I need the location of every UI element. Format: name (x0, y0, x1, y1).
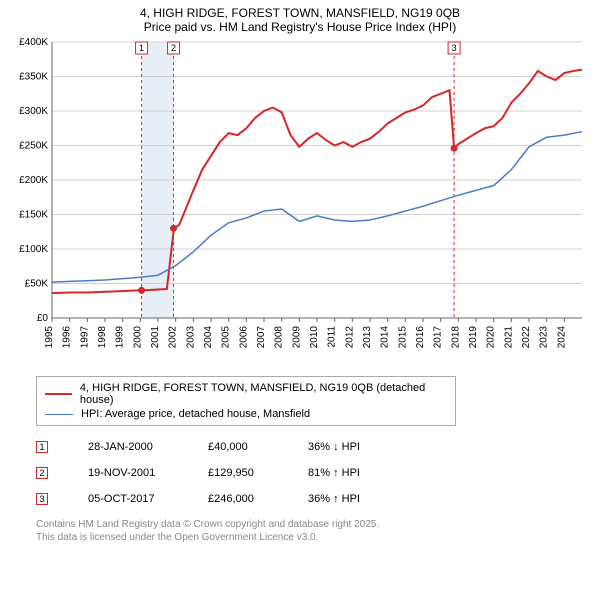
x-tick-label: 2018 (450, 326, 461, 349)
transaction-price: £246,000 (208, 493, 308, 505)
x-tick-label: 1999 (115, 326, 126, 349)
transaction-price: £129,950 (208, 467, 308, 479)
sale-dot (138, 287, 145, 294)
x-tick-label: 2008 (274, 326, 285, 349)
x-tick-label: 2013 (362, 326, 373, 349)
transaction-pct: 81% ↑ HPI (308, 467, 408, 479)
y-tick-label: £150K (19, 210, 48, 221)
y-tick-label: £0 (37, 313, 49, 324)
x-tick-label: 2002 (168, 326, 179, 349)
legend-label: 4, HIGH RIDGE, FOREST TOWN, MANSFIELD, N… (80, 382, 447, 406)
transaction-price: £40,000 (208, 441, 308, 453)
sale-marker-id: 2 (171, 43, 176, 53)
y-tick-label: £300K (19, 106, 48, 117)
y-tick-label: £400K (19, 37, 48, 48)
legend-swatch (45, 414, 73, 415)
transaction-date: 05-OCT-2017 (88, 493, 208, 505)
y-tick-label: £350K (19, 72, 48, 83)
x-tick-label: 2021 (503, 326, 514, 349)
transaction-marker: 3 (36, 493, 48, 505)
transaction-row: 1 28-JAN-2000£40,00036% ↓ HPI (36, 434, 600, 460)
x-tick-label: 2001 (150, 326, 161, 349)
title-line-2: Price paid vs. HM Land Registry's House … (0, 20, 600, 34)
legend: 4, HIGH RIDGE, FOREST TOWN, MANSFIELD, N… (36, 376, 456, 426)
chart-container: £0 £50K £100K £150K £200K £250K £300K £350K £400… (10, 36, 590, 366)
x-tick-label: 2024 (556, 326, 567, 349)
series-hpi (52, 132, 582, 282)
legend-label: HPI: Average price, detached house, Mans… (81, 408, 310, 420)
x-tick-label: 2005 (221, 326, 232, 349)
sale-dot (451, 145, 458, 152)
footer-line-1: Contains HM Land Registry data © Crown c… (36, 518, 600, 531)
x-tick-label: 2007 (256, 326, 267, 349)
x-tick-label: 2020 (486, 326, 497, 349)
x-tick-label: 2012 (344, 326, 355, 349)
x-tick-label: 1998 (97, 326, 108, 349)
sale-marker-id: 1 (139, 43, 144, 53)
series-price_paid (52, 70, 582, 294)
sale-dot (170, 225, 177, 232)
x-tick-label: 2006 (238, 326, 249, 349)
transaction-row: 3 05-OCT-2017£246,00036% ↑ HPI (36, 486, 600, 512)
legend-row: HPI: Average price, detached house, Mans… (45, 407, 447, 421)
y-tick-label: £250K (19, 141, 48, 152)
x-tick-label: 2022 (521, 326, 532, 349)
x-tick-label: 2010 (309, 326, 320, 349)
x-tick-label: 2023 (539, 326, 550, 349)
x-tick-label: 2000 (132, 326, 143, 349)
legend-swatch (45, 393, 72, 395)
chart-titles: 4, HIGH RIDGE, FOREST TOWN, MANSFIELD, N… (0, 0, 600, 36)
transaction-pct: 36% ↑ HPI (308, 493, 408, 505)
x-tick-label: 2016 (415, 326, 426, 349)
y-tick-label: £50K (25, 279, 49, 290)
x-tick-label: 2004 (203, 326, 214, 349)
sale-marker-id: 3 (452, 43, 457, 53)
x-tick-label: 1996 (62, 326, 73, 349)
legend-row: 4, HIGH RIDGE, FOREST TOWN, MANSFIELD, N… (45, 381, 447, 407)
transaction-marker: 1 (36, 441, 48, 453)
attribution-footer: Contains HM Land Registry data © Crown c… (36, 518, 600, 544)
x-tick-label: 1995 (44, 326, 55, 349)
y-tick-label: £200K (19, 175, 48, 186)
x-tick-label: 2019 (468, 326, 479, 349)
x-tick-label: 2011 (327, 326, 338, 348)
x-tick-label: 2015 (397, 326, 408, 349)
y-tick-label: £100K (19, 244, 48, 255)
x-tick-label: 2009 (291, 326, 302, 349)
transactions-table: 1 28-JAN-2000£40,00036% ↓ HPI 2 19-NOV-2001… (36, 434, 600, 512)
transaction-row: 2 19-NOV-2001£129,95081% ↑ HPI (36, 460, 600, 486)
transaction-marker: 2 (36, 467, 48, 479)
price-chart: £0 £50K £100K £150K £200K £250K £300K £350K £400… (10, 36, 590, 366)
x-tick-label: 2014 (380, 326, 391, 349)
x-tick-label: 2003 (185, 326, 196, 349)
x-tick-label: 2017 (433, 326, 444, 349)
transaction-date: 19-NOV-2001 (88, 467, 208, 479)
x-tick-label: 1997 (79, 326, 90, 349)
transaction-date: 28-JAN-2000 (88, 441, 208, 453)
footer-line-2: This data is licensed under the Open Gov… (36, 531, 600, 544)
title-line-1: 4, HIGH RIDGE, FOREST TOWN, MANSFIELD, N… (0, 6, 600, 20)
transaction-pct: 36% ↓ HPI (308, 441, 408, 453)
